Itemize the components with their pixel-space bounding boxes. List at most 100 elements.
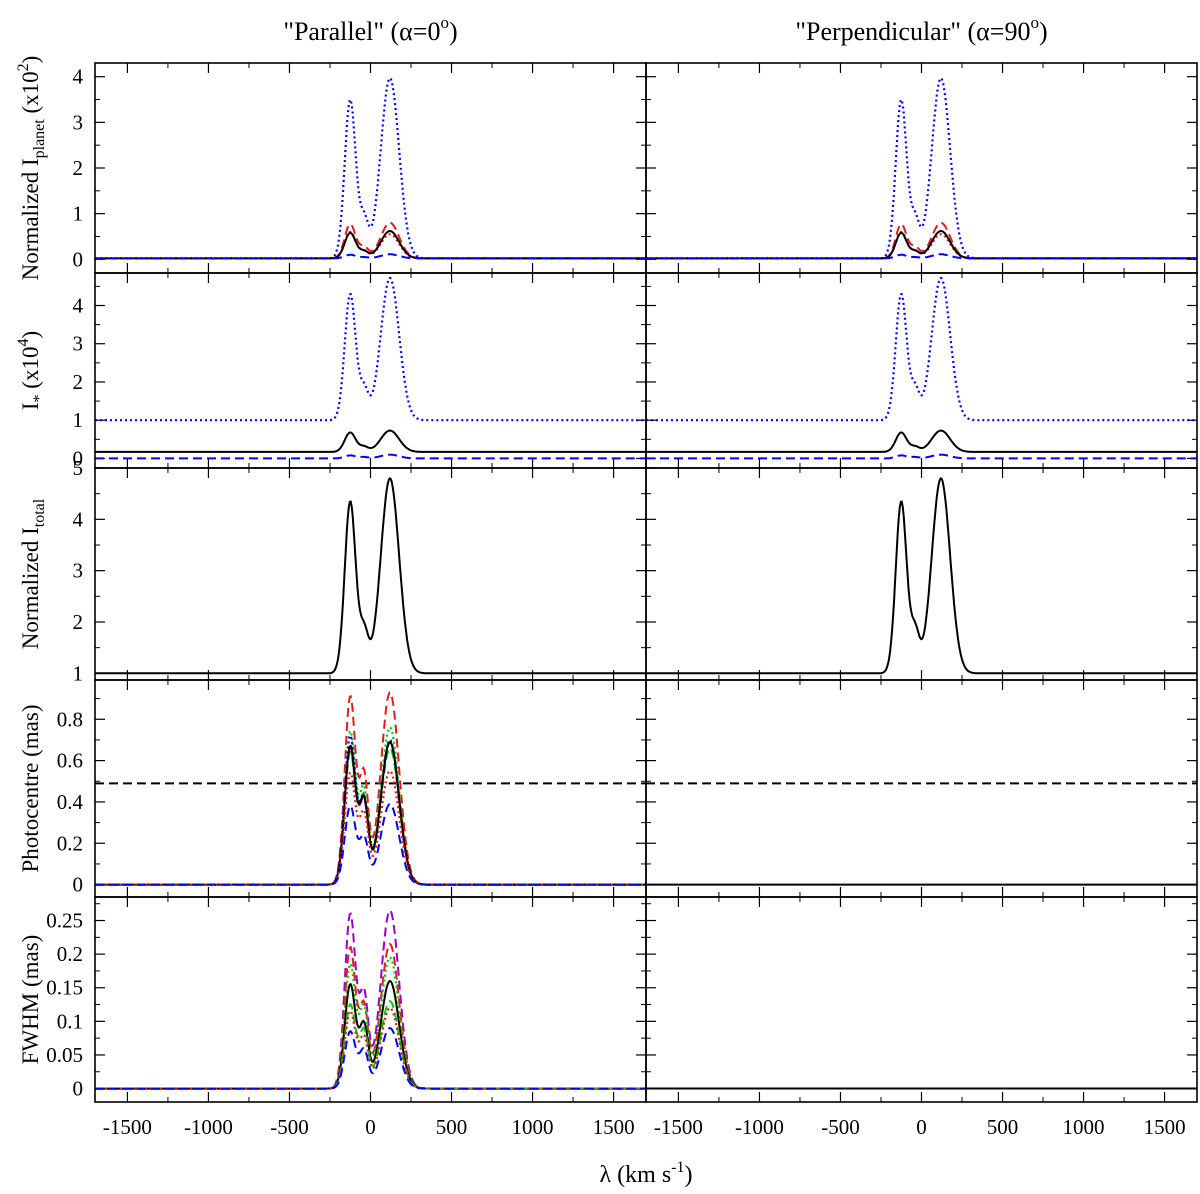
series-group [646,782,1197,886]
title-text: =0 [413,17,441,46]
panel-total-parallel: 1 2 3 4 5 [73,456,647,685]
x-label-text: λ (km s [600,1162,672,1188]
x-tick-label: -1000 [184,1115,233,1139]
series-black-solid [95,477,646,675]
series-purple-dashed [95,740,646,886]
y-label-text: ) [18,331,43,339]
y-axis-label: I* (x104) [15,331,48,410]
series-blue-dotted [646,76,1197,260]
panel-frame [94,467,647,681]
y-tick-label: 0.15 [46,976,83,1000]
panel-frame [645,467,1198,681]
y-label-superscript: 4 [15,339,32,347]
title-alpha: α [976,17,990,46]
y-tick-label: 0 [73,1077,84,1101]
x-tick-label: 1000 [1063,1115,1105,1139]
title-text: "Parallel" ( [283,17,399,46]
y-label-superscript: 2 [15,63,32,71]
series-black-solid [95,740,646,886]
series-purple-dashed [95,909,646,1090]
panel-frame [94,679,647,898]
series-blue-dotted [95,76,646,260]
series-red-dotted [646,230,1197,260]
y-label-text: Photocentre (mas) [18,705,43,873]
y-tick-label: 2 [73,156,84,180]
column-title-perpendicular: "Perpendicular" (α=90o) [795,13,1047,46]
y-label-text: FWHM (mas) [18,935,43,1065]
x-axis: -1500 -1000 -500 0 500 1000 1500 -1500 -1000 -500… [103,1115,1186,1188]
panel-total-perpendicular [645,467,1198,681]
y-label-text: (x10 [18,347,43,395]
title-text: =90 [990,17,1031,46]
y-tick-label: 1 [73,408,84,432]
panel-planet-parallel: 0 1 2 3 4 [73,62,647,274]
y-tick-label: 1 [73,661,84,685]
series-blue-dotted [646,276,1197,422]
series-blue-dashed [95,253,646,260]
y-tick-label: 5 [73,456,84,480]
y-tick-label: 0.1 [57,1009,83,1033]
series-black-solid [646,477,1197,675]
x-tick-label: 1500 [1144,1115,1186,1139]
y-label-text: I [18,402,43,410]
panel-fwhm-perpendicular [645,896,1198,1103]
y-label-subscript: * [31,394,48,402]
y-tick-label: 0.2 [57,831,83,855]
panel-fwhm-parallel: 0 0.05 0.1 0.15 0.2 0.25 [46,896,647,1103]
y-label-text: (x10 [18,71,43,119]
x-tick-label: 0 [365,1115,376,1139]
y-tick-label: 2 [73,610,84,634]
x-tick-label: -500 [821,1115,860,1139]
series-black-solid [646,429,1197,453]
series-blue-dotted [95,734,646,886]
x-tick-label: -500 [270,1115,309,1139]
y-tick-label: 0 [73,247,84,271]
panel-frame [94,62,647,274]
series-group [95,276,646,460]
x-tick-label: -1500 [654,1115,703,1139]
series-group [646,276,1197,460]
series-green-dashed [95,747,646,886]
column-titles: "Parallel" (α=0o) "Perpendicular" (α=90o) [283,13,1047,46]
panel-frame [94,272,647,469]
x-tick-label: -1000 [735,1115,784,1139]
x-tick-label: 500 [436,1115,468,1139]
series-red-dotted [95,230,646,260]
y-tick-label: 0.8 [57,707,83,731]
series-blue-dashed [95,453,646,460]
panel-frame [645,272,1198,469]
y-label-text: ) [18,56,43,64]
column-title-parallel: "Parallel" (α=0o) [283,13,457,46]
panel-star-perpendicular [645,272,1198,469]
y-tick-label: 0.6 [57,749,83,773]
series-red-dashed [95,691,646,886]
series-green-dotted [95,726,646,886]
series-black-solid [95,229,646,260]
title-text: ) [449,17,458,46]
y-label-text: Normalized I [18,527,43,649]
title-superscript: o [1030,13,1039,32]
panel-planet-perpendicular [645,62,1198,274]
y-tick-label: 4 [73,65,84,89]
y-label-text: Normalized I [18,158,43,280]
y-axis-label: FWHM (mas) [18,935,43,1065]
y-tick-label: 3 [73,559,84,583]
x-axis-label: λ (km s-1) [600,1159,693,1188]
series-group [95,691,646,886]
x-tick-label: 1000 [512,1115,554,1139]
panel-photocentre-perpendicular [645,679,1198,898]
series-blue-dashed [646,453,1197,460]
x-label-text: ) [684,1162,692,1188]
x-tick-label: 1500 [593,1115,635,1139]
y-tick-label: 0.2 [57,942,83,966]
title-alpha: α [399,17,413,46]
y-label-subscript: total [31,498,48,527]
y-tick-label: 2 [73,370,84,394]
y-tick-label: 3 [73,110,84,134]
series-group [95,909,646,1090]
series-group [646,76,1197,260]
title-text: "Perpendicular" ( [795,17,976,46]
panel-star-parallel: 0 1 2 3 4 [73,272,647,470]
y-tick-label: 3 [73,332,84,356]
